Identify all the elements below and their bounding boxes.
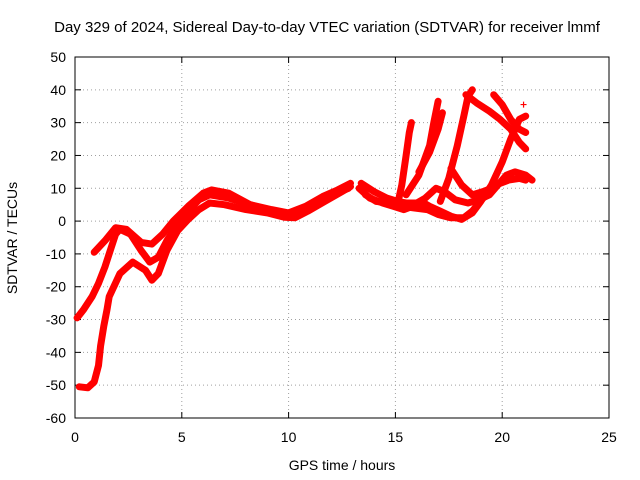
y-tick-label: 30	[50, 115, 66, 131]
series-trace	[490, 91, 530, 136]
series-track-3	[90, 179, 354, 256]
data-point-marker	[415, 168, 422, 175]
series-trace	[415, 109, 446, 176]
data-point-marker	[408, 119, 415, 126]
data-point-marker	[435, 98, 442, 105]
series-end-markers	[74, 185, 352, 321]
series-end-markers	[462, 91, 529, 152]
series-trace	[462, 91, 530, 153]
data-point-marker	[362, 191, 369, 198]
series-track-12	[490, 91, 530, 136]
series-end-markers	[447, 165, 495, 192]
series-end-markers	[415, 109, 446, 175]
x-tick-label: 5	[178, 429, 186, 445]
series-track-10	[436, 86, 476, 205]
y-axis-label: SDTVAR / TECUs	[4, 182, 20, 294]
series-trace	[90, 179, 354, 256]
plot-frame	[74, 56, 610, 419]
y-tick-label: -40	[46, 344, 66, 360]
y-tick-labels: 50 40 30 20 10 0 -10 -20 -30 -40 -50 -60	[46, 49, 66, 426]
data-point-marker	[469, 86, 476, 93]
data-point-marker	[447, 165, 454, 172]
series-end-markers	[437, 86, 476, 205]
data-point-marker	[356, 185, 363, 192]
data-point-marker	[462, 91, 469, 98]
data-point-marker	[91, 249, 98, 256]
data-point-marker	[358, 180, 365, 187]
data-point-marker	[490, 91, 497, 98]
series-trace	[447, 165, 495, 199]
y-tick-label: 50	[50, 49, 66, 65]
series-track-9	[415, 109, 446, 176]
series-end-markers	[91, 180, 354, 256]
series-trace	[75, 183, 354, 392]
data-point-marker	[522, 177, 529, 184]
data-point-marker	[76, 383, 83, 390]
isolated-points	[520, 101, 527, 108]
x-tick-label: 25	[601, 429, 617, 445]
series-end-markers	[490, 91, 529, 136]
y-tick-label: 20	[50, 147, 66, 163]
series-track-6	[355, 112, 530, 223]
data-point-marker	[394, 201, 401, 208]
x-tick-label: 10	[281, 429, 297, 445]
series-end-markers	[358, 177, 536, 187]
y-tick-label: -10	[46, 246, 66, 262]
series-track-13	[447, 165, 495, 199]
series-end-markers	[403, 98, 442, 198]
data-series	[73, 86, 536, 392]
x-axis-label: GPS time / hours	[289, 457, 396, 473]
data-point-marker	[488, 185, 495, 192]
data-point-marker	[522, 129, 529, 136]
data-point-marker	[522, 145, 529, 152]
series-track-1	[75, 183, 354, 392]
data-point-marker	[437, 198, 444, 205]
y-tick-label: -20	[46, 279, 66, 295]
chart-title: Day 329 of 2024, Sidereal Day-to-day VTE…	[54, 19, 601, 36]
data-point-marker	[403, 191, 410, 198]
series-end-markers	[362, 177, 529, 198]
series-end-markers	[394, 119, 415, 208]
x-tick-label: 15	[388, 429, 404, 445]
x-tick-labels: 0 5 10 15 20 25	[71, 429, 617, 445]
y-tick-label: -50	[46, 377, 66, 393]
series-track-11	[462, 91, 530, 153]
data-point-marker	[439, 109, 446, 116]
series-end-markers	[356, 113, 529, 192]
data-point-marker	[347, 180, 354, 187]
data-point-marker	[529, 177, 536, 184]
x-tick-label: 20	[494, 429, 510, 445]
x-tick-label: 0	[71, 429, 79, 445]
y-tick-label: -30	[46, 312, 66, 328]
y-tick-label: 10	[50, 180, 66, 196]
series-trace	[355, 112, 530, 223]
data-point-marker	[345, 185, 352, 192]
data-point-marker	[522, 113, 529, 120]
series-trace	[394, 119, 415, 209]
y-tick-label: 40	[50, 82, 66, 98]
series-trace	[436, 86, 476, 205]
data-point-marker	[74, 314, 81, 321]
y-tick-label: 0	[58, 213, 66, 229]
series-track-7	[394, 119, 415, 209]
data-point-marker	[520, 101, 527, 108]
y-tick-label: -60	[46, 410, 66, 426]
